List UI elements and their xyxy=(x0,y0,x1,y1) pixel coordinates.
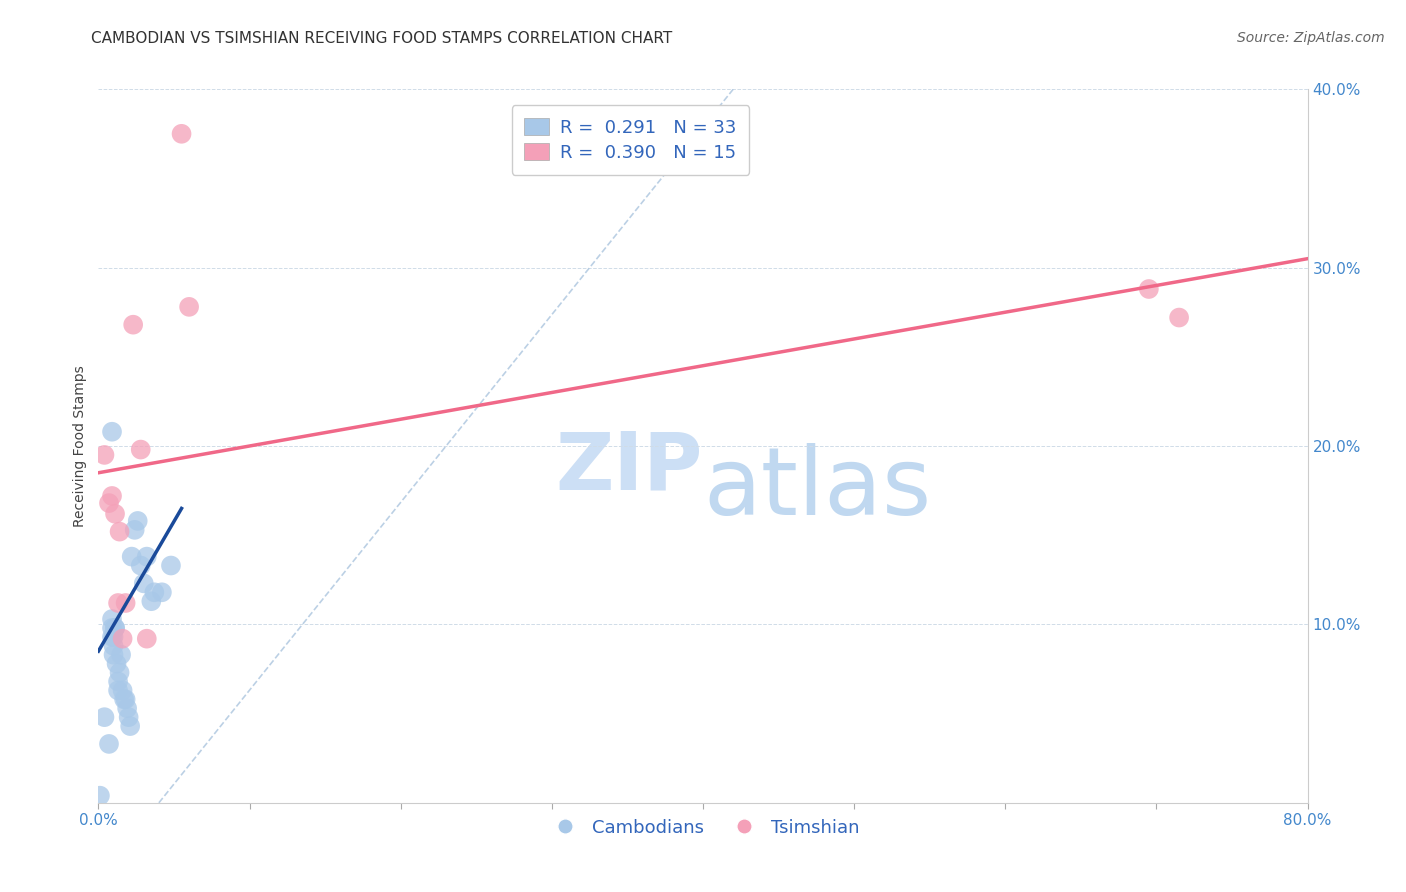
Text: ZIP: ZIP xyxy=(555,428,703,507)
Point xyxy=(101,612,124,626)
Point xyxy=(104,621,127,635)
Point xyxy=(1168,310,1191,325)
Point xyxy=(107,683,129,698)
Y-axis label: Receiving Food Stamps: Receiving Food Stamps xyxy=(73,365,87,527)
Point xyxy=(110,648,132,662)
Point xyxy=(127,514,149,528)
Point xyxy=(103,639,125,653)
Point xyxy=(107,596,129,610)
Point xyxy=(160,558,183,573)
Point xyxy=(111,683,134,698)
Point xyxy=(107,674,129,689)
Point xyxy=(89,789,111,803)
Point xyxy=(122,318,145,332)
Point xyxy=(124,523,146,537)
Point xyxy=(141,594,163,608)
Point xyxy=(114,692,136,706)
Point xyxy=(112,692,135,706)
Point xyxy=(101,425,124,439)
Point xyxy=(108,665,131,680)
Point xyxy=(98,496,121,510)
Point xyxy=(120,719,142,733)
Point xyxy=(143,585,166,599)
Point xyxy=(101,621,124,635)
Point xyxy=(108,524,131,539)
Text: Source: ZipAtlas.com: Source: ZipAtlas.com xyxy=(1237,31,1385,45)
Point xyxy=(170,127,193,141)
Text: atlas: atlas xyxy=(703,442,931,535)
Point xyxy=(135,549,157,564)
Point xyxy=(105,657,128,671)
Text: CAMBODIAN VS TSIMSHIAN RECEIVING FOOD STAMPS CORRELATION CHART: CAMBODIAN VS TSIMSHIAN RECEIVING FOOD ST… xyxy=(91,31,672,46)
Point xyxy=(121,549,143,564)
Point xyxy=(104,621,127,635)
Point xyxy=(129,558,152,573)
Legend: Cambodians, Tsimshian: Cambodians, Tsimshian xyxy=(540,812,866,844)
Point xyxy=(98,737,121,751)
Point xyxy=(103,648,125,662)
Point xyxy=(103,630,125,644)
Point xyxy=(93,710,115,724)
Point xyxy=(115,701,138,715)
Point xyxy=(135,632,157,646)
Point xyxy=(111,632,134,646)
Point xyxy=(101,630,124,644)
Point xyxy=(150,585,173,599)
Point xyxy=(118,710,141,724)
Point xyxy=(101,489,124,503)
Point xyxy=(104,507,127,521)
Point xyxy=(129,442,152,457)
Point xyxy=(93,448,115,462)
Point xyxy=(132,576,155,591)
Point xyxy=(1137,282,1160,296)
Point xyxy=(179,300,201,314)
Point xyxy=(114,596,136,610)
